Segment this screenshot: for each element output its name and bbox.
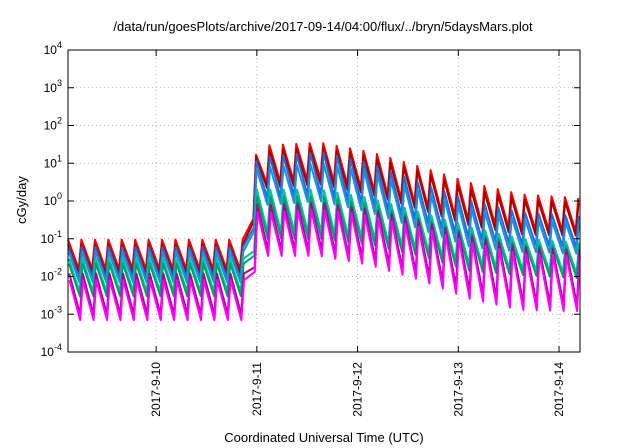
y-tick-label: 10-3 [41,304,62,321]
series-line [68,195,581,298]
y-tick-label: 10-1 [41,229,62,246]
chart-title: /data/run/goesPlots/archive/2017-09-14/0… [113,19,533,34]
x-tick-label: 2017-9-13 [451,362,465,417]
x-axis-ticks: 2017-9-10 2017-9-11 2017-9-12 2017-9-13 2017… [149,50,566,417]
x-axis-label: Coordinated Universal Time (UTC) [224,430,423,445]
x-tick-label: 2017-9-11 [250,362,264,416]
y-tick-label: 101 [44,153,62,170]
y-tick-label: 104 [44,40,62,57]
y-axis-label: cGy/day [14,176,29,224]
y-axis-ticks: 10-4 10-3 10-2 10-1 100 101 102 103 104 [41,40,580,359]
y-tick-label: 103 [44,78,62,95]
y-tick-label: 10-2 [41,267,62,284]
series-line [67,162,580,284]
x-tick-label: 2017-9-12 [351,362,365,417]
series-line [67,147,580,275]
x-tick-label: 2017-9-14 [552,362,566,417]
y-tick-label: 102 [44,116,62,133]
x-tick-label: 2017-9-10 [149,362,163,417]
series-layer [67,142,581,322]
y-tick-label: 100 [44,191,62,208]
y-tick-label: 10-4 [41,342,62,359]
series-line [68,208,581,322]
